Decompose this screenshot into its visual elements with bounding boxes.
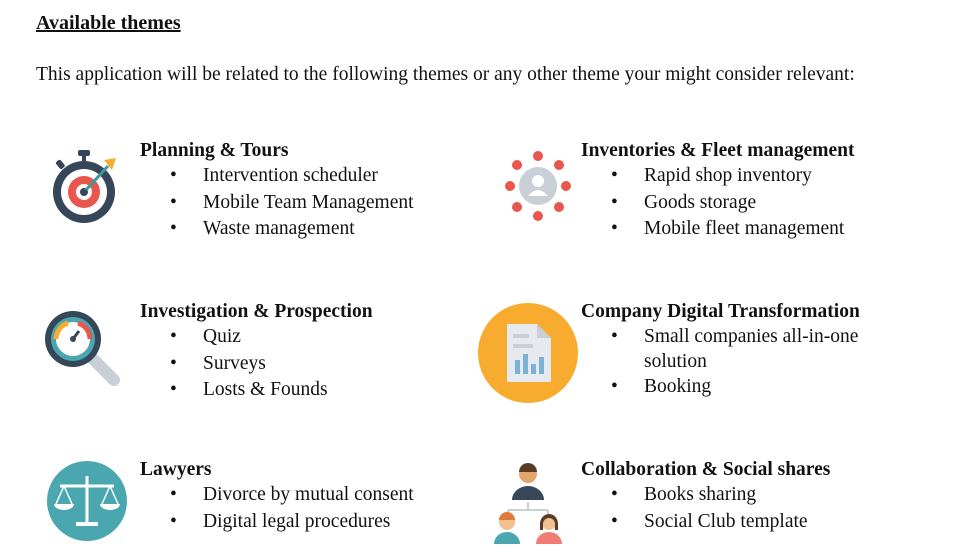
list-item: Booking bbox=[581, 374, 891, 401]
user-network-icon bbox=[505, 151, 571, 221]
theme-lawyers: Lawyers Divorce by mutual consent Digita… bbox=[140, 458, 414, 535]
list-item: Losts & Founds bbox=[140, 377, 373, 404]
theme-collaboration-social: Collaboration & Social shares Books shar… bbox=[581, 458, 830, 535]
theme-inventories-fleet: Inventories & Fleet management Rapid sho… bbox=[581, 139, 854, 243]
list-item: Mobile Team Management bbox=[140, 190, 414, 217]
list-item: Surveys bbox=[140, 351, 373, 378]
list-item: Quiz bbox=[140, 324, 373, 351]
theme-items: Quiz Surveys Losts & Founds bbox=[140, 324, 373, 404]
list-item: Waste management bbox=[140, 216, 414, 243]
theme-title: Lawyers bbox=[140, 459, 212, 480]
theme-title: Company Digital Transformation bbox=[581, 301, 860, 322]
theme-title: Investigation & Prospection bbox=[140, 301, 373, 322]
theme-planning-tours: Planning & Tours Intervention scheduler … bbox=[140, 139, 414, 243]
list-item: Books sharing bbox=[581, 482, 830, 509]
list-item: Small companies all-in-one solution bbox=[581, 324, 891, 374]
list-item: Goods storage bbox=[581, 190, 854, 217]
theme-items: Small companies all-in-one solution Book… bbox=[581, 324, 891, 401]
theme-title: Inventories & Fleet management bbox=[581, 140, 855, 161]
team-people-icon bbox=[494, 463, 562, 544]
theme-items: Divorce by mutual consent Digital legal … bbox=[140, 482, 414, 535]
list-item: Rapid shop inventory bbox=[581, 163, 854, 190]
theme-items: Rapid shop inventory Goods storage Mobil… bbox=[581, 163, 854, 243]
list-item: Divorce by mutual consent bbox=[140, 482, 414, 509]
list-item: Mobile fleet management bbox=[581, 216, 854, 243]
theme-title: Planning & Tours bbox=[140, 140, 289, 161]
intro-paragraph: This application will be related to the … bbox=[36, 64, 855, 85]
magnifier-gauge-icon bbox=[45, 311, 120, 386]
list-item: Intervention scheduler bbox=[140, 163, 414, 190]
theme-digital-transformation: Company Digital Transformation Small com… bbox=[581, 300, 891, 401]
list-item: Social Club template bbox=[581, 509, 830, 536]
theme-title: Collaboration & Social shares bbox=[581, 459, 831, 480]
list-item: Digital legal procedures bbox=[140, 509, 414, 536]
theme-investigation-prospection: Investigation & Prospection Quiz Surveys… bbox=[140, 300, 373, 404]
target-stopwatch-icon bbox=[53, 150, 116, 223]
document-chart-icon bbox=[478, 303, 578, 403]
theme-items: Intervention scheduler Mobile Team Manag… bbox=[140, 163, 414, 243]
theme-items: Books sharing Social Club template bbox=[581, 482, 830, 535]
page-heading: Available themes bbox=[36, 12, 181, 34]
balance-scale-icon bbox=[47, 461, 127, 541]
